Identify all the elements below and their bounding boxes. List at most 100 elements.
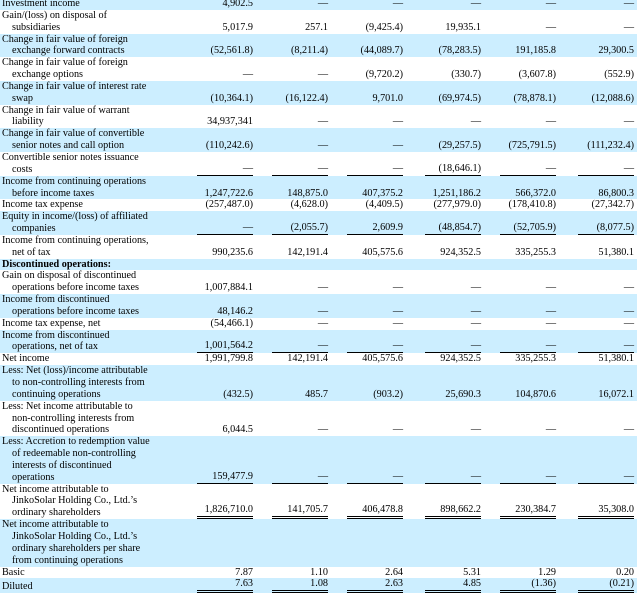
value-cell: 141,705.7 <box>256 484 331 520</box>
table-row: Equity in income/(loss) of affiliated com… <box>0 211 637 235</box>
value-cell: 104,870.6 <box>484 365 559 401</box>
row-label: Less: Net (loss)/income attributable to n… <box>0 365 176 401</box>
cell-value: 1,991,799.8 <box>204 353 253 365</box>
row-label-line: Gain/(loss) on disposal of <box>2 9 107 21</box>
cell-value: (330.7) <box>451 69 481 81</box>
value-cell: (52,705.9) <box>484 211 559 235</box>
value-cell: 6,044.5 <box>176 401 256 437</box>
value-cell: — <box>331 329 406 354</box>
value-cell: 142,191.4 <box>256 235 331 259</box>
value-cell: (78,878.1) <box>484 80 559 105</box>
value-cell: (903.2) <box>331 365 406 401</box>
value-cell: — <box>331 318 406 330</box>
cell-value: (1.36) <box>500 578 556 594</box>
value-cell: — <box>406 270 484 294</box>
cell-value: 51,380.1 <box>598 353 634 365</box>
row-label: Net income attributable to JinkoSolar Hol… <box>0 484 176 520</box>
row-label-line: Less: Net (loss)/income attributable <box>2 365 148 377</box>
table-row: Income tax expense, net (54,466.1) — — — — — <box>0 318 637 330</box>
table-row: Income from discontinued operations, net … <box>0 329 637 354</box>
cell-value: (8,077.5) <box>578 222 634 235</box>
cell-value: 104,870.6 <box>515 388 556 400</box>
value-cell: — <box>484 436 559 484</box>
row-label-line: interests of discontinued <box>12 459 112 471</box>
table-row: Change in fair value of convertible senio… <box>0 128 637 152</box>
value-cell: — <box>559 152 637 176</box>
value-cell: — <box>256 105 331 129</box>
cell-value: 159,477.9 <box>197 471 253 484</box>
table-row: Basic 7.87 1.10 2.64 5.31 1.29 0.20 <box>0 567 637 579</box>
value-cell: 1,826,710.0 <box>176 484 256 520</box>
table-row: Gain/(loss) on disposal of subsidiaries 5,… <box>0 10 637 34</box>
cell-value: — <box>347 340 403 354</box>
row-label: Income from continuing operations, net of… <box>0 235 176 259</box>
value-cell: — <box>331 128 406 152</box>
cell-value: — <box>392 282 403 294</box>
value-cell: — <box>406 105 484 129</box>
cell-value: — <box>623 424 634 436</box>
value-cell: — <box>331 401 406 437</box>
value-cell: — <box>559 105 637 129</box>
cell-value: — <box>347 163 403 176</box>
cell-value: (903.2) <box>373 388 403 400</box>
value-cell: 2,609.9 <box>331 211 406 235</box>
cell-value: — <box>470 116 481 128</box>
row-label: Net income <box>0 353 176 365</box>
cell-value: 335,255.3 <box>515 353 556 365</box>
value-cell: 898,662.2 <box>406 484 484 520</box>
cell-value: — <box>470 305 481 317</box>
cell-value: 35,308.0 <box>578 504 634 520</box>
value-cell: (52,561.8) <box>176 33 256 58</box>
value-cell: 230,384.7 <box>484 484 559 520</box>
value-cell: 1,247,722.6 <box>176 175 256 200</box>
value-cell: (178,410.8) <box>484 199 559 211</box>
cell-value: — <box>317 0 328 9</box>
cell-value: (3,607.8) <box>518 69 556 81</box>
cell-value: (12,088.6) <box>591 92 634 104</box>
cell-value: 1,826,710.0 <box>197 504 253 520</box>
value-cell: (8,211.4) <box>256 33 331 58</box>
cell-value: 924,352.5 <box>440 246 481 258</box>
value-cell: 566,372.0 <box>484 175 559 200</box>
cell-value: 2.63 <box>347 578 403 594</box>
cell-value: 48,146.2 <box>217 305 253 317</box>
cell-value: — <box>317 282 328 294</box>
value-cell: 924,352.5 <box>406 353 484 365</box>
row-label: Change in fair value of foreign exchange … <box>0 57 176 81</box>
table-row: Gain on disposal of discontinued operatio… <box>0 270 637 294</box>
row-label-line: Equity in income/(loss) of affiliated <box>2 211 148 223</box>
value-cell: — <box>331 294 406 318</box>
cell-value: (78,878.1) <box>513 92 556 104</box>
value-cell: — <box>406 294 484 318</box>
cell-value: 1,007,884.1 <box>204 282 253 294</box>
value-cell: — <box>256 401 331 437</box>
row-label: Gain on disposal of discontinued operatio… <box>0 270 176 294</box>
cell-value: 2,609.9 <box>347 222 403 235</box>
row-label-line: Investment income <box>2 0 80 9</box>
table-row: Income from discontinued operations befor… <box>0 294 637 318</box>
value-cell: — <box>331 152 406 176</box>
value-cell: (3,607.8) <box>484 57 559 81</box>
value-cell: (9,425.4) <box>331 10 406 34</box>
value-cell: 191,185.8 <box>484 33 559 58</box>
value-cell <box>484 258 559 271</box>
value-cell: (69,974.5) <box>406 80 484 105</box>
table-row: Change in fair value of foreign exchange … <box>0 33 637 58</box>
cell-value: (8,211.4) <box>291 45 328 57</box>
table-row: Less: Net (loss)/income attributable to n… <box>0 365 637 401</box>
value-cell: — <box>559 0 637 10</box>
value-cell: 405,575.6 <box>331 353 406 365</box>
value-cell: (12,088.6) <box>559 80 637 105</box>
cell-value: — <box>623 317 634 329</box>
value-cell: 405,575.6 <box>331 235 406 259</box>
value-cell: (10,364.1) <box>176 80 256 105</box>
row-label-line: of redeemable non-controlling <box>12 448 136 460</box>
row-label-line: operations before income taxes <box>12 305 140 317</box>
table-row: Investment income 4,902.5 — — — — — <box>0 0 637 10</box>
value-cell: (78,283.5) <box>406 33 484 58</box>
cell-value: (110,242.6) <box>205 140 253 152</box>
value-cell: 335,255.3 <box>484 235 559 259</box>
row-label-line: Discontinued operations: <box>2 258 111 270</box>
cell-value: — <box>392 317 403 329</box>
row-label: Change in fair value of convertible senio… <box>0 128 176 152</box>
